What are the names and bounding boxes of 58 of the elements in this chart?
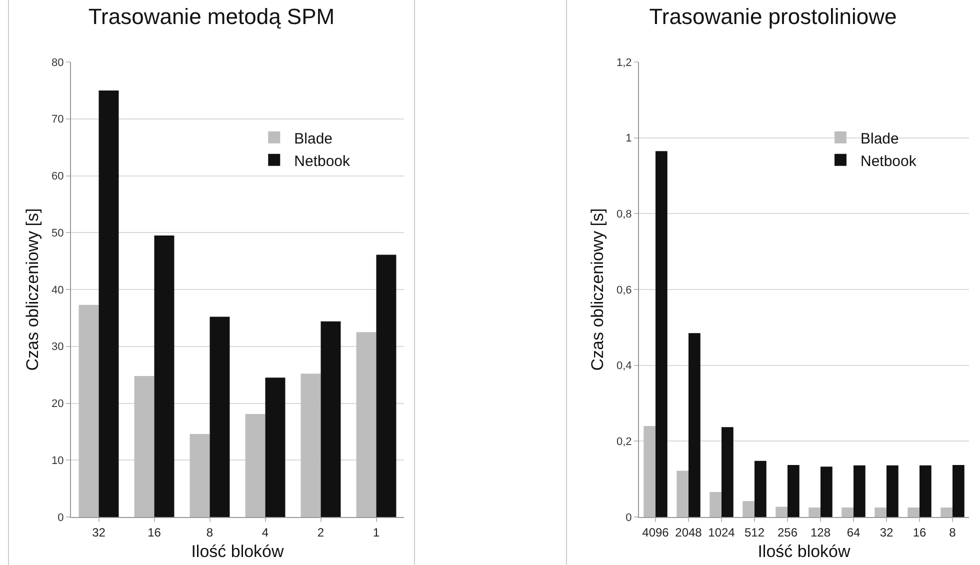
bar <box>754 460 766 517</box>
legend-label: Netbook <box>294 152 351 170</box>
y-tick-label: 50 <box>52 227 64 240</box>
bar <box>376 254 396 517</box>
y-tick-label: 0 <box>58 512 64 524</box>
y-tick-label: 1,2 <box>616 56 632 69</box>
x-tick-label: 256 <box>777 525 798 540</box>
y-tick-label: 10 <box>52 454 64 467</box>
x-tick-label: 1024 <box>708 525 736 540</box>
y-tick-label: 0,2 <box>616 436 632 448</box>
bar <box>320 321 341 517</box>
bar <box>820 466 832 517</box>
x-tick-label: 64 <box>846 525 860 540</box>
chart-title: Trasowanie metodą SPM <box>88 4 335 29</box>
bar <box>920 465 932 517</box>
y-tick-label: 60 <box>52 170 64 183</box>
bar <box>154 235 174 517</box>
bar <box>952 465 964 517</box>
x-tick-label: 8 <box>206 525 214 540</box>
bar <box>886 465 898 517</box>
x-tick-label: 16 <box>912 525 926 540</box>
legend-label: Blade <box>860 130 899 148</box>
x-axis-title: Ilość bloków <box>191 542 285 561</box>
y-axis-title: Czas obliczeniowy [s] <box>588 208 608 371</box>
y-tick-label: 0,8 <box>616 208 632 221</box>
x-tick-label: 2048 <box>675 525 702 540</box>
x-tick-label: 32 <box>92 525 106 540</box>
y-axis-title: Czas obliczeniowy [s] <box>23 208 42 371</box>
x-axis-title: Ilość bloków <box>758 542 852 561</box>
x-tick-label: 32 <box>880 525 894 540</box>
y-tick-label: 70 <box>52 114 64 126</box>
bar <box>98 90 119 517</box>
x-tick-label: 512 <box>744 525 765 540</box>
y-tick-label: 80 <box>52 56 64 69</box>
bar <box>722 427 734 517</box>
x-tick-label: 16 <box>148 525 162 540</box>
chart-title: Trasowanie prostoliniowe <box>649 4 897 29</box>
bar <box>265 378 286 517</box>
x-tick-label: 2 <box>317 525 324 540</box>
x-tick-label: 128 <box>810 525 831 540</box>
legend-label: Blade <box>294 130 333 148</box>
y-tick-label: 0 <box>626 512 632 524</box>
y-tick-label: 0,4 <box>616 360 632 372</box>
bar <box>210 316 230 517</box>
x-tick-label: 8 <box>949 525 956 540</box>
bar <box>688 333 700 517</box>
x-tick-label: 1 <box>372 525 380 540</box>
y-tick-label: 40 <box>52 284 64 296</box>
y-tick-label: 1 <box>626 132 632 145</box>
legend-label: Netbook <box>860 152 917 170</box>
y-tick-label: 0,6 <box>616 284 632 296</box>
x-tick-label: 4096 <box>642 525 670 540</box>
bar <box>788 465 800 517</box>
bar <box>854 465 866 517</box>
x-tick-label: 4 <box>262 525 269 540</box>
y-tick-label: 20 <box>52 398 64 410</box>
bar <box>656 151 668 517</box>
y-tick-label: 30 <box>52 341 64 354</box>
